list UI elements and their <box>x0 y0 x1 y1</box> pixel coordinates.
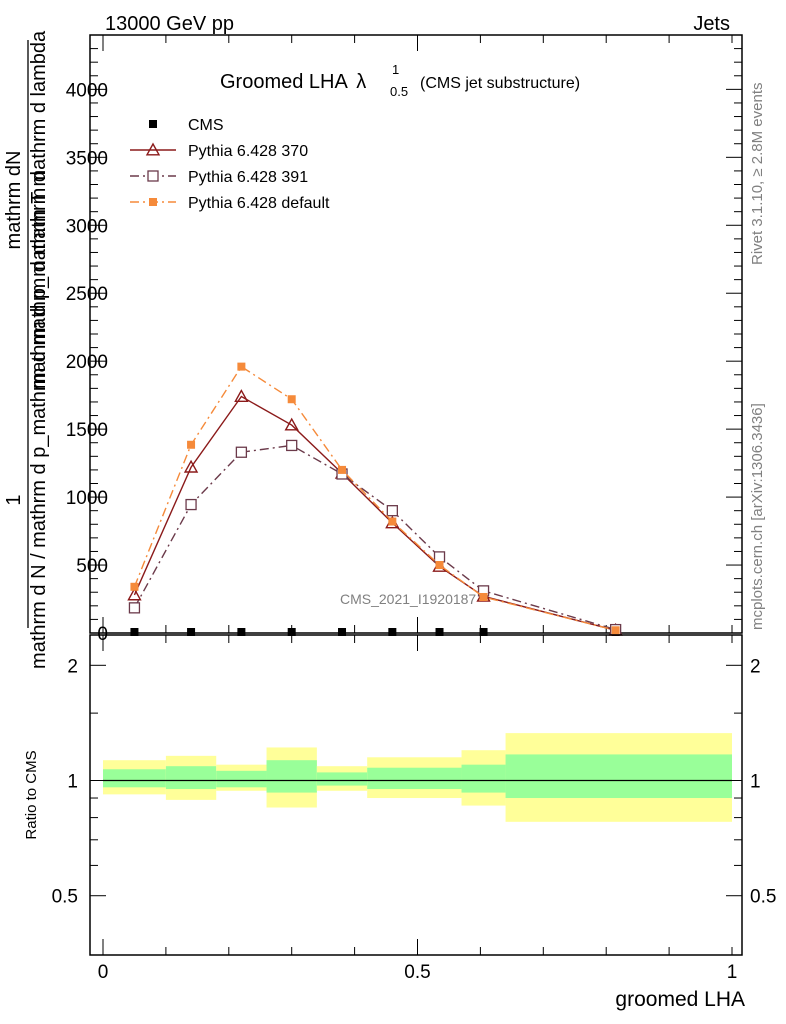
legend: CMS Pythia 6.428 370 Pythia 6.428 391 Pythi… <box>130 117 330 212</box>
main-y-tick-label: 2000 <box>66 352 108 373</box>
ratio-y-tick-label-right: 1 <box>750 772 761 793</box>
data-point <box>235 446 248 458</box>
legend-marker <box>149 120 157 128</box>
data-point <box>234 389 249 403</box>
data-point <box>435 561 444 570</box>
data-point <box>128 602 141 614</box>
legend-label: Pythia 6.428 default <box>188 195 330 212</box>
legend-label: CMS <box>188 117 224 134</box>
x-tick-label: 0 <box>98 962 109 983</box>
uncertainty-band-inner <box>316 772 368 786</box>
uncertainty-band-inner <box>461 764 506 793</box>
ratio-ticks: 0.5 0.5 1 1 2 2 0 0.5 1 <box>52 635 776 983</box>
data-point <box>130 582 139 591</box>
uncertainty-band-inner <box>266 760 317 793</box>
legend-marker <box>149 198 157 206</box>
main-y-tick-label: 2500 <box>66 284 108 305</box>
data-point <box>237 362 246 371</box>
main-y-axis-label: mathrm dN mathrm d p_mathrm T mathrm d l… <box>3 30 50 669</box>
series-pythia-6-428-default <box>130 362 620 635</box>
legend-marker <box>147 170 159 182</box>
rivet-label: Rivet 3.1.10, ≥ 2.8M events <box>749 83 766 266</box>
main-y-tick-label: 4000 <box>66 80 108 101</box>
legend-marker <box>145 142 161 156</box>
legend-entry: Pythia 6.428 391 <box>130 169 308 186</box>
analysis-watermark: CMS_2021_I1920187 <box>340 591 476 607</box>
data-point <box>127 587 142 601</box>
legend-entry: Pythia 6.428 370 <box>130 142 308 160</box>
main-y-tick-label: 3000 <box>66 216 108 237</box>
main-y-tick-label: 1000 <box>66 488 108 509</box>
series-line <box>133 365 616 631</box>
data-point <box>287 395 296 404</box>
energy-label: 13000 GeV pp <box>105 13 234 35</box>
data-point <box>287 628 296 636</box>
data-point <box>433 551 446 563</box>
data-point <box>338 465 347 474</box>
category-label: Jets <box>693 13 730 35</box>
data-point <box>479 592 488 601</box>
title-symbol: λ <box>356 71 366 93</box>
data-point <box>338 628 347 636</box>
main-series-layer <box>127 362 623 636</box>
ylabel-top-denominator: mathrm d p_mathrm T mathrm d lambda <box>28 30 50 389</box>
ratio-y-tick-label: 0.5 <box>52 887 78 908</box>
legend-label: Pythia 6.428 370 <box>188 143 308 160</box>
plot-title: Groomed LHA λ 1 0.5 (CMS jet substructur… <box>220 62 580 99</box>
ylabel-one: 1 <box>3 494 25 505</box>
data-point <box>187 440 196 449</box>
legend-entry: Pythia 6.428 default <box>130 195 330 212</box>
ratio-y-axis-label: Ratio to CMS <box>23 750 40 839</box>
data-point <box>611 626 620 635</box>
ylabel-bottom: mathrm d N / mathrm d p_mathrm d mathrm … <box>28 171 50 669</box>
ratio-y-tick-label: 1 <box>67 772 78 793</box>
data-point <box>187 628 196 636</box>
mcplots-label: mcplots.cern.ch [arXiv:1306.3436] <box>749 403 766 630</box>
data-point <box>388 517 397 526</box>
ratio-y-tick-label-right: 2 <box>750 656 761 677</box>
ratio-y-tick-label: 2 <box>67 656 78 677</box>
data-point <box>286 439 298 452</box>
ratio-bands <box>103 733 732 822</box>
uncertainty-band-inner <box>165 766 217 790</box>
uncertainty-band-inner <box>103 769 166 788</box>
x-axis-label: groomed LHA <box>615 988 745 1011</box>
uncertainty-band-inner <box>216 770 267 788</box>
data-point <box>386 505 398 517</box>
legend-entry: CMS <box>149 117 224 134</box>
main-y-tick-label: 500 <box>76 556 108 577</box>
title-suffix: (CMS jet substructure) <box>420 75 580 92</box>
x-tick-label: 0.5 <box>404 962 430 983</box>
data-point <box>237 628 246 636</box>
uncertainty-band-inner <box>367 767 462 790</box>
x-tick-label: 1 <box>727 962 738 983</box>
data-point <box>185 498 197 511</box>
title-sup: 1 <box>392 62 399 77</box>
data-point <box>388 628 397 636</box>
legend-label: Pythia 6.428 391 <box>188 169 308 186</box>
ylabel-top: mathrm dN <box>3 151 25 250</box>
title-sub: 0.5 <box>390 84 408 99</box>
main-y-tick-label: 1500 <box>66 420 108 441</box>
data-point <box>435 628 444 636</box>
data-point <box>130 628 139 636</box>
ratio-panel-frame <box>89 634 743 956</box>
main-y-tick-label: 3500 <box>66 148 108 169</box>
ratio-panel: 0.5 0.5 1 1 2 2 0 0.5 1 Ratio to CMS groomed LHA <box>23 634 776 1011</box>
data-point <box>183 459 199 473</box>
ratio-y-tick-label-right: 0.5 <box>750 887 776 908</box>
title-main: Groomed LHA <box>220 71 348 93</box>
uncertainty-band-inner <box>505 754 732 799</box>
svg-text:Groomed LHA λ: Groomed LHA λ <box>220 71 366 93</box>
data-point <box>479 628 488 636</box>
data-point <box>284 417 299 431</box>
